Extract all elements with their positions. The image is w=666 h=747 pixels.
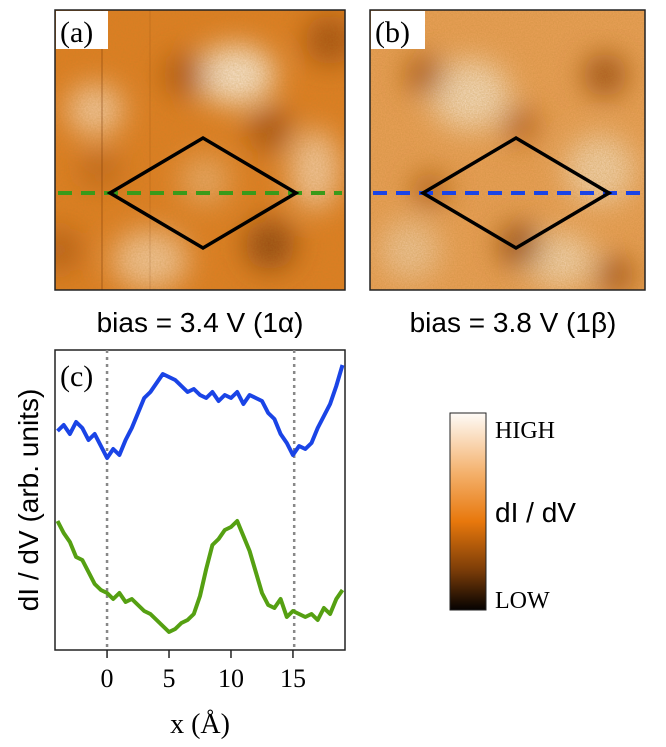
panel-b-label: (b): [375, 16, 410, 49]
panel-b-label-box: [371, 11, 425, 49]
panel-a-unit-cell: [106, 135, 300, 251]
series-line-0: [56, 364, 345, 460]
panel-a-image: [54, 9, 346, 291]
colorbar-low-label: LOW: [495, 588, 550, 614]
panel-a-caption: bias = 3.4 V (1α): [97, 307, 304, 338]
colorbar-high-label: HIGH: [495, 418, 555, 444]
chart-c-y-axis-label: dI / dV (arb. units): [13, 389, 44, 612]
x-tick-label-5: 5: [163, 664, 176, 693]
series-line-1: [55, 519, 345, 634]
x-tick-label-10: 10: [218, 664, 244, 693]
panel-a-label: (a): [60, 16, 93, 49]
x-tick-label-0: 0: [101, 664, 114, 693]
x-tick-label-15: 15: [280, 664, 306, 693]
colorbar-quantity-label: dI / dV: [495, 497, 576, 528]
panel-b-caption: bias = 3.8 V (1β): [410, 307, 617, 338]
chart-c-panel-label: (c): [60, 360, 93, 393]
chart-c-frame: [54, 349, 346, 651]
colorbar: [449, 412, 487, 611]
chart-c: 0 5 10 15: [55, 350, 345, 693]
panel-b-unit-cell: [419, 135, 613, 251]
panel-b-image: [369, 9, 646, 291]
panel-a-label-box: [56, 11, 108, 49]
chart-c-x-axis-label: x (Å): [170, 709, 230, 740]
